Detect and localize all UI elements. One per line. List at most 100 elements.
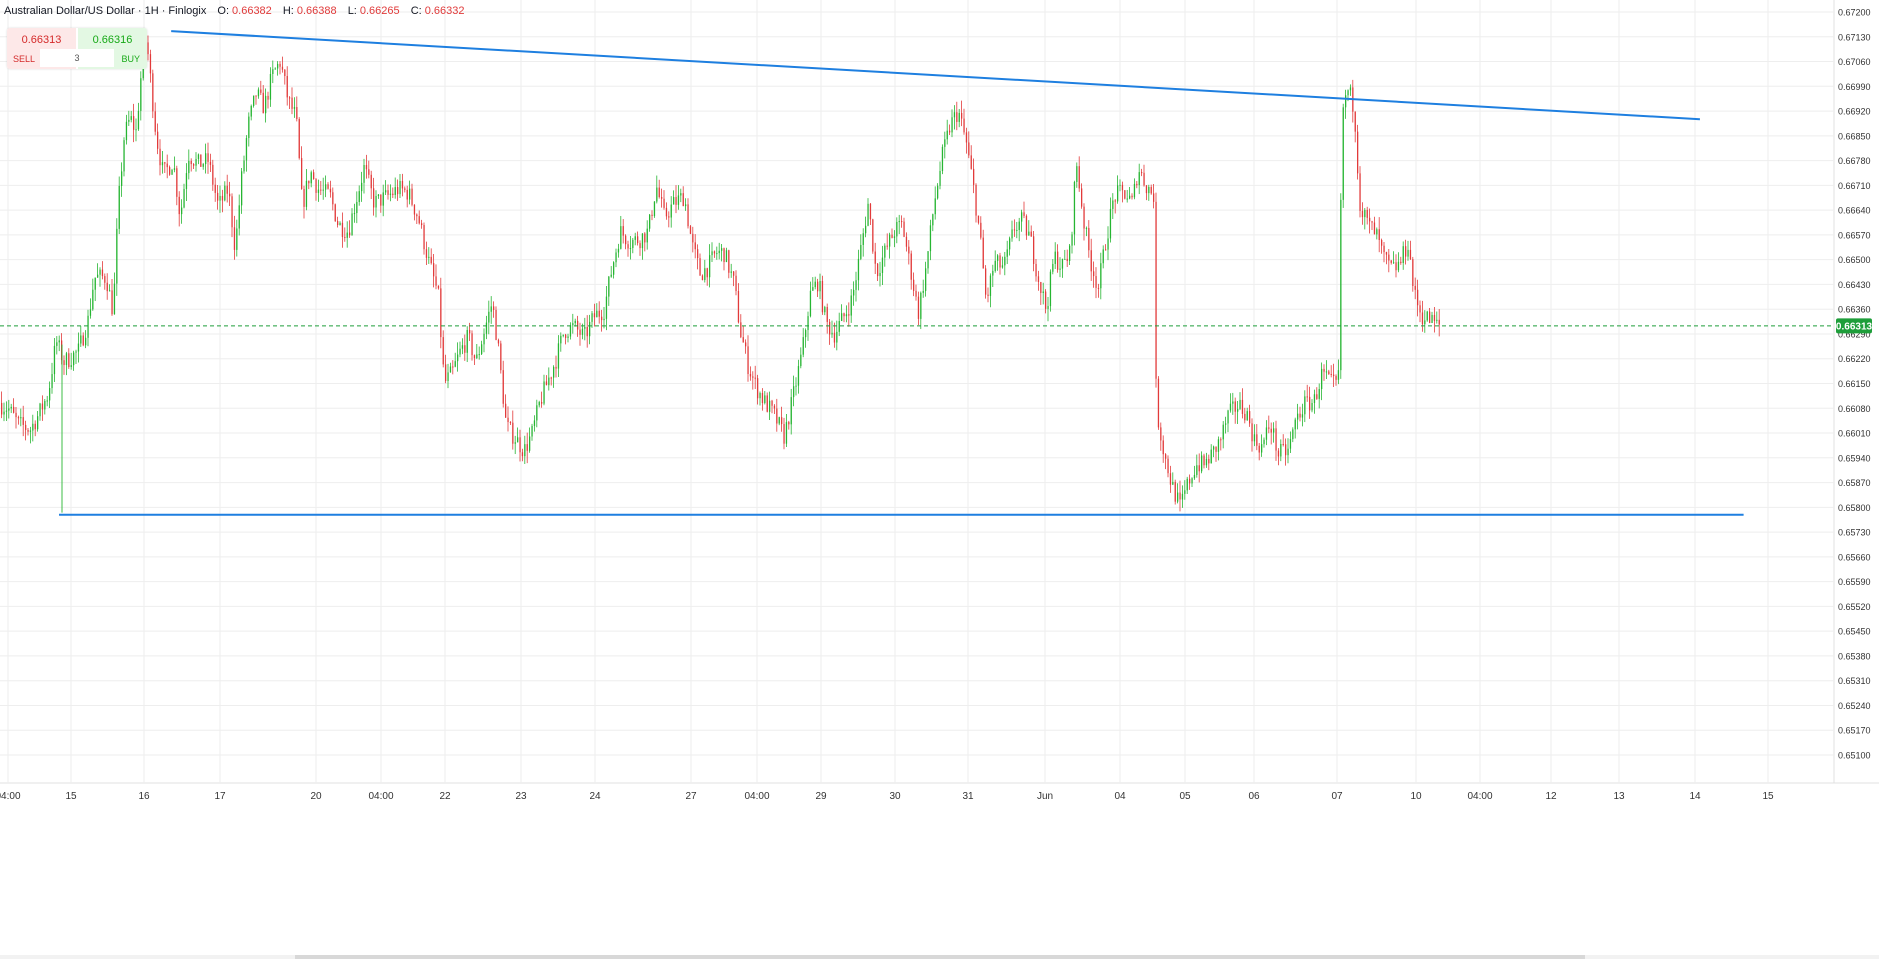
candle: [761, 388, 764, 411]
candle: [764, 391, 766, 405]
candle: [1025, 214, 1028, 240]
candle: [1299, 406, 1301, 422]
candle: [560, 332, 562, 352]
candle: [159, 139, 161, 176]
candle: [704, 259, 706, 283]
candle: [1114, 199, 1116, 214]
candle: [668, 211, 670, 228]
candle: [1069, 243, 1071, 266]
candle: [733, 271, 735, 287]
y-tick-label: 0.65870: [1838, 478, 1871, 488]
candle: [985, 265, 987, 299]
candle: [932, 213, 934, 232]
candle: [1088, 220, 1090, 258]
candle: [428, 247, 430, 264]
candle: [1277, 448, 1280, 466]
close-value: 0.66332: [424, 5, 465, 17]
buy-price: 0.66316: [92, 34, 133, 46]
candle: [898, 214, 900, 235]
candle: [1325, 360, 1328, 379]
candle: [545, 375, 548, 386]
candle: [197, 153, 200, 165]
candle: [687, 198, 689, 229]
candle: [20, 408, 22, 427]
candle: [838, 312, 840, 337]
candle: [385, 180, 387, 196]
candle: [1383, 241, 1385, 263]
candle: [512, 410, 514, 450]
y-tick-label: 0.65450: [1838, 627, 1871, 637]
candle: [308, 180, 310, 190]
candle: [929, 219, 932, 261]
time-axis[interactable]: 04:00 15 16 17 20 04:00 22 23 24 27 04:00 29 30 31 Jun…: [0, 791, 1774, 802]
candle: [1057, 244, 1059, 273]
candle: [879, 261, 881, 287]
candle: [212, 159, 214, 191]
candle: [553, 365, 555, 388]
candle: [1081, 183, 1083, 209]
candle: [661, 188, 663, 208]
candle: [1217, 436, 1220, 461]
candle: [788, 420, 790, 430]
close-label: C:: [410, 5, 422, 17]
trendline-resistance[interactable]: [171, 30, 1700, 121]
candle: [562, 334, 564, 338]
y-tick-label: 0.66850: [1838, 131, 1871, 141]
candle: [965, 127, 968, 154]
price-axis[interactable]: 0.67200 0.67130 0.67060 0.66990 0.66920 0.668…: [1838, 8, 1871, 761]
candle: [567, 333, 569, 343]
candle: [185, 163, 188, 202]
x-tick-label: 14: [1689, 791, 1701, 802]
candle: [939, 161, 941, 190]
y-tick-label: 0.65730: [1838, 528, 1871, 538]
candle: [1215, 446, 1217, 462]
candle: [641, 233, 644, 260]
candle: [209, 153, 212, 172]
candle: [1042, 282, 1044, 305]
candle: [884, 243, 886, 267]
candle: [361, 171, 363, 202]
y-tick-label: 0.66920: [1838, 107, 1871, 117]
trendlines[interactable]: [59, 30, 1744, 516]
candle: [1121, 181, 1124, 203]
candle: [219, 185, 221, 213]
candle: [831, 320, 833, 338]
candle: [800, 347, 802, 369]
candle: [17, 415, 20, 425]
quantity-input[interactable]: [40, 49, 114, 67]
candle: [713, 250, 716, 258]
y-tick-label: 0.66010: [1838, 429, 1871, 439]
candle: [644, 232, 646, 252]
candle: [387, 184, 389, 200]
candle: [39, 402, 41, 421]
candle: [1265, 420, 1268, 446]
candle: [922, 279, 924, 298]
candle: [1328, 369, 1330, 375]
candle: [1150, 184, 1152, 195]
candle: [488, 300, 490, 335]
candle: [725, 247, 728, 263]
candle: [214, 177, 216, 202]
candle: [517, 427, 519, 443]
candle: [418, 210, 420, 225]
candle: [430, 248, 432, 265]
candle: [224, 181, 226, 202]
candle: [344, 227, 346, 242]
candle: [440, 277, 442, 349]
candle: [745, 339, 747, 354]
candle: [1083, 203, 1085, 241]
candle: [435, 264, 437, 290]
candle: [1273, 422, 1275, 443]
candle: [425, 241, 428, 266]
candle: [1220, 437, 1222, 451]
candle: [193, 163, 195, 170]
bottom-scrollbar-thumb[interactable]: [295, 955, 1585, 959]
candle: [1237, 401, 1239, 424]
candle: [70, 352, 72, 370]
x-tick-label: 23: [515, 791, 527, 802]
candle: [1054, 242, 1056, 270]
candle: [370, 170, 372, 200]
candle: [529, 427, 531, 453]
